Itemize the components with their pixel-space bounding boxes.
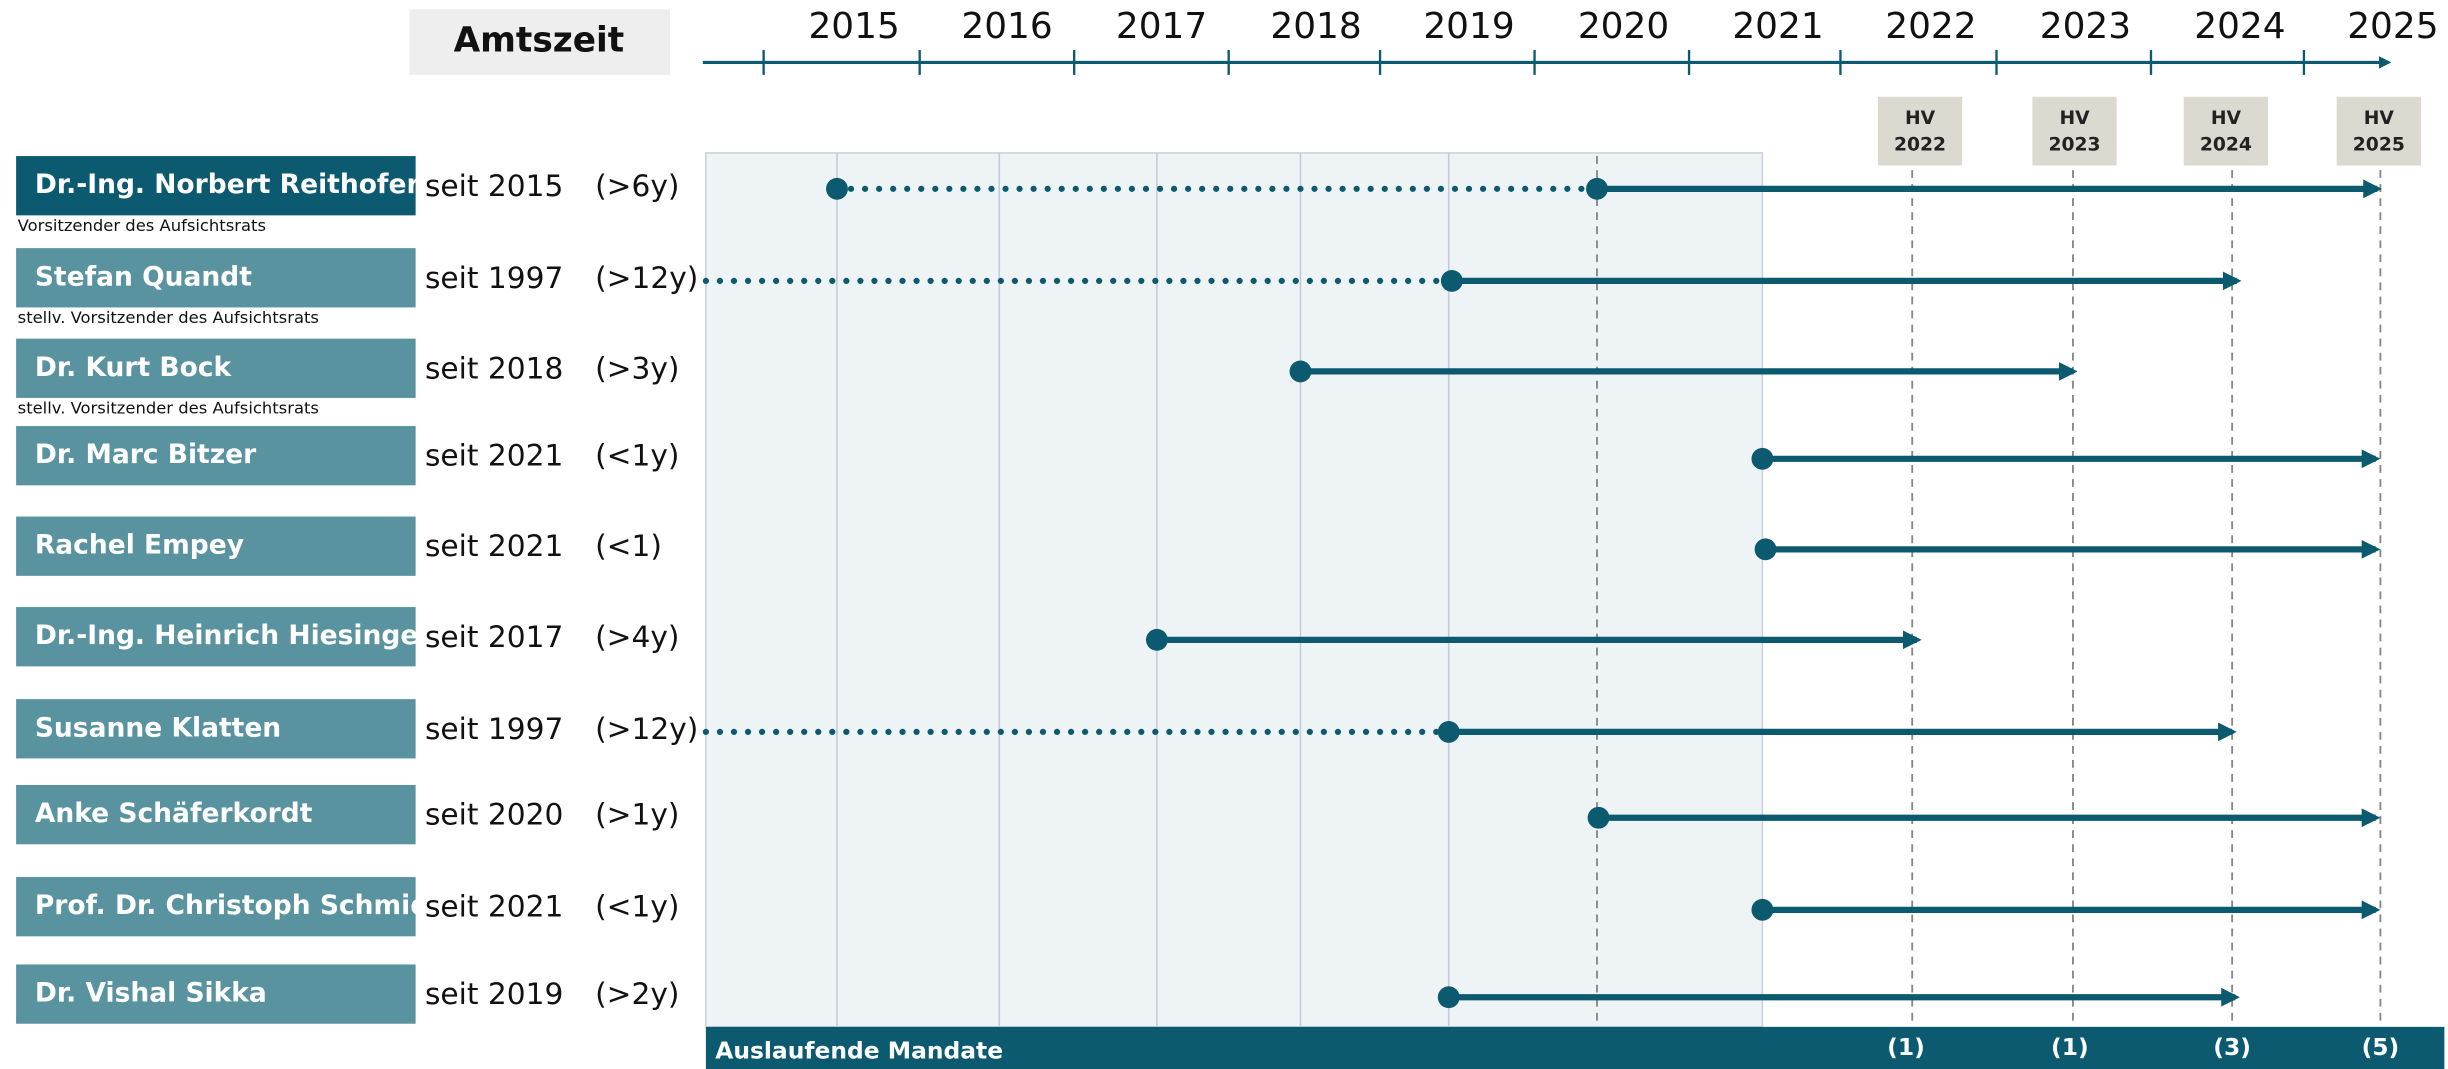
- header-box: [409, 9, 670, 75]
- member-name: Susanne Klatten: [35, 712, 281, 743]
- name-box: [16, 156, 416, 216]
- expiring-count: (1): [2051, 1033, 2089, 1061]
- term-start: [1289, 360, 1312, 383]
- name-box: [16, 607, 416, 667]
- hv-box: [1877, 96, 1963, 166]
- hv-label: HV: [2364, 108, 2395, 129]
- member-name: Anke Schäferkordt: [35, 798, 313, 829]
- hv-year: 2024: [2200, 135, 2252, 156]
- name-box: [16, 338, 416, 398]
- member-tenure: (>1y): [595, 797, 679, 832]
- member-since: seit 2021: [425, 528, 563, 563]
- member-tenure: (>12y): [595, 260, 698, 295]
- term-start: [826, 177, 848, 200]
- year-label: 2020: [1578, 6, 1669, 47]
- member-since: seit 2021: [425, 889, 563, 924]
- name-box: [16, 426, 416, 486]
- member-role: Vorsitzender des Aufsichtsrats: [18, 216, 266, 235]
- member-name: Stefan Quandt: [35, 261, 252, 292]
- expiring-count: (5): [2362, 1033, 2400, 1061]
- footer-bar: [705, 1026, 2445, 1069]
- year-label: 2019: [1423, 6, 1514, 47]
- member-tenure: (>6y): [595, 168, 679, 203]
- year-label: 2022: [1885, 6, 1976, 47]
- member-since: seit 2017: [425, 619, 563, 654]
- member-since: seit 2018: [425, 350, 563, 385]
- name-box: [16, 784, 416, 845]
- name-box: [16, 516, 416, 576]
- hv-year: 2025: [2353, 135, 2405, 156]
- past-region: [705, 152, 1764, 1028]
- term-start: [1437, 720, 1460, 743]
- member-name: Prof. Dr. Christoph Schmidt: [35, 890, 442, 921]
- member-since: seit 2015: [425, 168, 563, 203]
- member-name: Rachel Empey: [35, 530, 244, 561]
- member-name: Dr. Marc Bitzer: [35, 439, 256, 470]
- hv-year: 2023: [2048, 135, 2100, 156]
- member-tenure: (>12y): [595, 711, 698, 746]
- member-tenure: (>3y): [595, 350, 679, 385]
- member-name: Dr.-Ing. Heinrich Hiesinger: [35, 620, 432, 651]
- year-label: 2024: [2194, 6, 2285, 47]
- name-box: [16, 248, 416, 308]
- term-start: [1751, 898, 1774, 921]
- term-start: [1145, 628, 1168, 651]
- term-start: [1751, 447, 1774, 470]
- member-since: seit 1997: [425, 711, 563, 746]
- member-name: Dr. Vishal Sikka: [35, 978, 267, 1009]
- hv-label: HV: [2059, 108, 2090, 129]
- term-start: [1587, 806, 1610, 829]
- name-box: [16, 699, 416, 759]
- member-since: seit 1997: [425, 260, 563, 295]
- member-tenure: (<1y): [595, 889, 679, 924]
- member-since: seit 2019: [425, 976, 563, 1011]
- expiring-count: (1): [1887, 1033, 1925, 1061]
- hv-box: [2336, 96, 2421, 166]
- expiring-count: (3): [2213, 1033, 2251, 1061]
- member-tenure: (<1): [595, 528, 662, 563]
- year-label: 2018: [1270, 6, 1361, 47]
- member-role: stellv. Vorsitzender des Aufsichtsrats: [18, 398, 319, 417]
- footer-label: Auslaufende Mandate: [715, 1036, 1003, 1064]
- header-label: Amtszeit: [454, 21, 625, 61]
- name-box: [16, 964, 416, 1024]
- hv-year: 2022: [1894, 135, 1946, 156]
- year-label: 2015: [808, 6, 899, 47]
- year-label: 2021: [1732, 6, 1823, 47]
- member-tenure: (>2y): [595, 976, 679, 1011]
- term-start: [1437, 986, 1460, 1009]
- year-label: 2023: [2040, 6, 2131, 47]
- term-start: [1586, 177, 1608, 200]
- year-label: 2017: [1116, 6, 1207, 47]
- hv-box: [2032, 96, 2117, 166]
- hv-label: HV: [2211, 108, 2242, 129]
- term-start: [1440, 269, 1463, 292]
- hv-label: HV: [1905, 108, 1936, 129]
- member-since: seit 2021: [425, 438, 563, 473]
- name-box: [16, 877, 416, 937]
- hv-box: [2183, 96, 2269, 166]
- member-name: Dr.-Ing. Norbert Reithofer: [35, 169, 420, 200]
- year-label: 2025: [2347, 6, 2438, 47]
- member-since: seit 2020: [425, 797, 563, 832]
- year-label: 2016: [961, 6, 1052, 47]
- member-tenure: (>4y): [595, 619, 679, 654]
- member-tenure: (<1y): [595, 438, 679, 473]
- term-start: [1754, 538, 1777, 561]
- member-role: stellv. Vorsitzender des Aufsichtsrats: [18, 308, 319, 327]
- member-name: Dr. Kurt Bock: [35, 352, 233, 383]
